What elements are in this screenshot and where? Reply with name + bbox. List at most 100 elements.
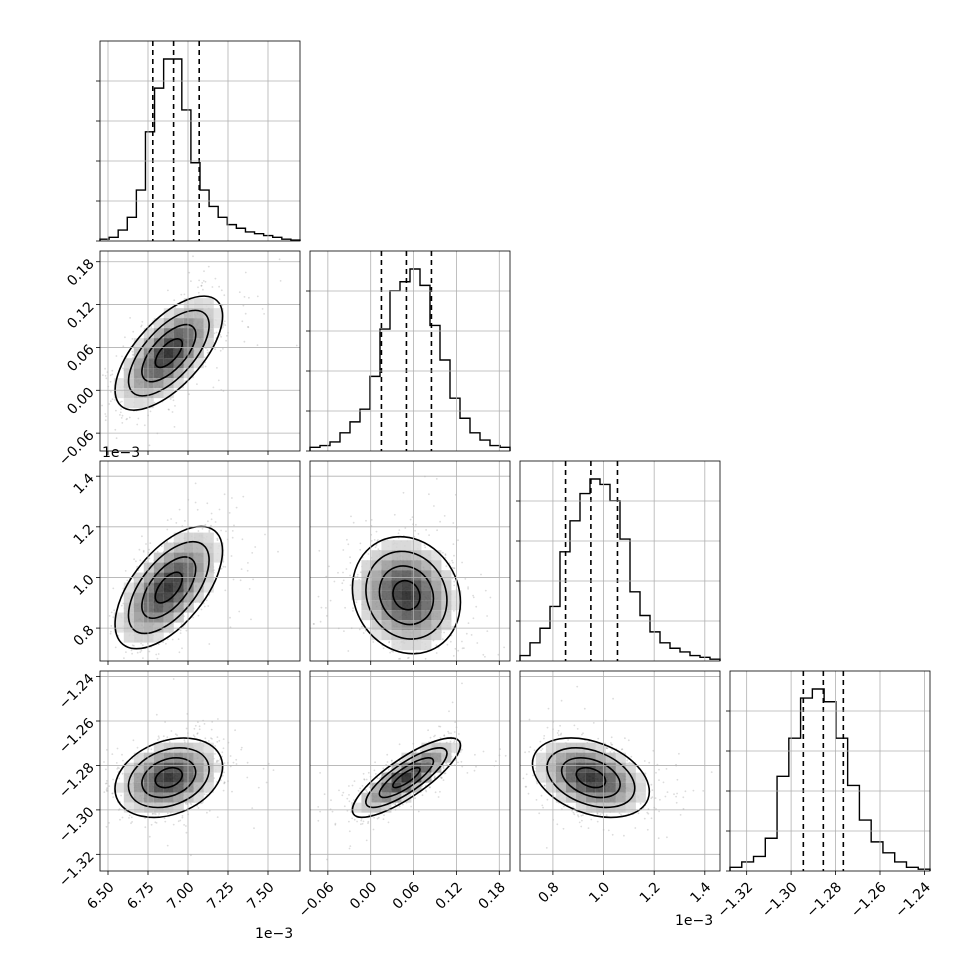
sample-point <box>349 556 351 559</box>
sample-point <box>197 291 200 294</box>
sample-point <box>382 818 385 821</box>
sample-point <box>121 355 123 358</box>
sample-point <box>119 414 121 416</box>
sample-point <box>218 285 221 288</box>
sample-point <box>429 736 432 739</box>
histogram-panel-1 <box>96 41 301 242</box>
density-cell <box>143 602 154 613</box>
sample-point <box>248 296 250 299</box>
sample-point <box>398 805 401 808</box>
sample-point <box>359 787 361 790</box>
sample-point <box>115 409 117 412</box>
density-cell <box>113 378 124 389</box>
sample-point <box>110 611 113 614</box>
sample-point <box>110 630 112 633</box>
sample-point <box>233 524 235 527</box>
sample-point <box>325 607 327 609</box>
sample-point <box>356 820 358 823</box>
sample-point <box>210 728 213 731</box>
sample-point <box>338 789 340 792</box>
density-cell <box>411 540 422 551</box>
histogram-step <box>99 58 301 241</box>
sample-point <box>115 437 118 440</box>
sample-point <box>137 417 140 420</box>
sample-point <box>177 638 180 640</box>
sample-point <box>428 493 430 496</box>
sample-point <box>248 588 251 590</box>
sample-point <box>216 367 218 369</box>
sample-point <box>440 777 443 780</box>
density-cell <box>371 630 382 641</box>
histogram-step <box>309 268 511 451</box>
sample-point <box>207 265 210 268</box>
sample-point <box>464 578 467 580</box>
sample-point <box>116 747 119 750</box>
sample-point <box>140 324 143 327</box>
sample-point <box>196 383 198 385</box>
sample-point <box>367 822 369 825</box>
density-cell <box>163 368 174 379</box>
sample-point <box>203 605 206 608</box>
sample-point <box>221 751 224 754</box>
sample-point <box>439 520 441 523</box>
sample-point <box>130 649 133 652</box>
sample-point <box>220 335 223 338</box>
density-cell <box>173 318 184 329</box>
sample-point <box>224 324 227 326</box>
sample-point <box>214 745 217 747</box>
sample-point <box>425 529 427 531</box>
sample-point <box>435 644 438 647</box>
sample-point <box>185 825 187 827</box>
sample-point <box>123 657 125 659</box>
sample-point <box>232 761 235 764</box>
density-cell <box>401 570 412 581</box>
sample-point <box>361 625 363 628</box>
density-cell <box>183 308 194 319</box>
sample-point <box>453 567 455 569</box>
sample-point <box>407 657 409 659</box>
sample-point <box>229 616 231 619</box>
sample-point <box>140 325 143 328</box>
sample-point <box>256 344 259 346</box>
density-cell <box>183 562 194 573</box>
sample-point <box>148 557 151 560</box>
sample-point <box>175 522 178 524</box>
sample-point <box>241 538 244 541</box>
sample-point <box>417 810 420 813</box>
sample-point <box>229 765 232 768</box>
sample-point <box>169 398 172 400</box>
sample-point <box>365 790 368 793</box>
sample-point <box>402 803 404 806</box>
sample-point <box>211 286 214 288</box>
density-cell <box>163 602 174 613</box>
sample-point <box>181 816 184 819</box>
panel-frame <box>729 670 931 872</box>
sample-point <box>194 724 197 727</box>
density-cell <box>133 368 144 379</box>
sample-point <box>390 650 393 652</box>
sample-point <box>218 508 221 511</box>
sample-point <box>443 631 445 634</box>
sample-point <box>204 523 207 526</box>
sample-point <box>202 602 205 605</box>
density-cell <box>143 398 154 409</box>
sample-point <box>295 344 298 347</box>
density-cell <box>421 550 432 561</box>
sample-point <box>423 544 426 546</box>
sample-point <box>461 765 464 768</box>
sample-point <box>367 553 370 555</box>
sample-point <box>203 270 205 273</box>
sample-point <box>223 493 226 496</box>
density-blocks <box>351 540 462 651</box>
sample-point <box>362 632 365 634</box>
sample-point <box>373 816 375 819</box>
density-cell <box>163 388 174 399</box>
sample-point <box>167 289 169 292</box>
density-cell <box>381 590 392 601</box>
sample-point <box>140 649 143 652</box>
sample-point <box>467 586 469 588</box>
sample-point <box>198 279 201 282</box>
density-blocks <box>351 742 462 813</box>
sample-point <box>184 380 187 382</box>
sample-point <box>122 367 124 370</box>
